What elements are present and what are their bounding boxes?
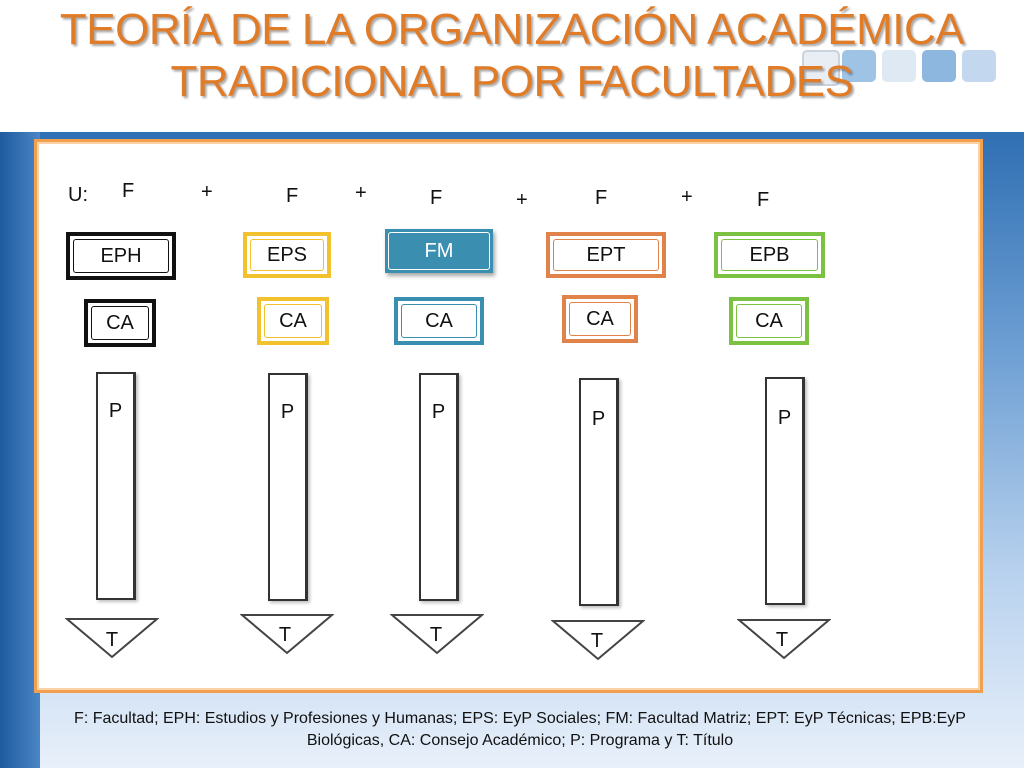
program-label: P [777,407,792,429]
council-box-epb: CA [729,297,809,345]
box-inner-frame [250,239,324,271]
slide-title-line2: TRADICIONAL POR FACULTADES [170,57,854,106]
legend-caption: F: Facultad; EPH: Estudios y Profesiones… [20,708,1020,752]
title-triangle-ept [551,620,645,661]
faculty-box-eps: EPS [243,232,331,278]
box-inner-frame [569,302,631,336]
deco-square [802,50,840,86]
deco-square [962,50,996,82]
faculty-box-fm: FM [385,229,493,273]
deco-square [882,50,916,82]
background-left-accent [0,132,40,768]
program-bar-fm: P [419,373,459,601]
faculty-name: EPS [266,243,308,266]
title-triangle-epb [737,619,831,660]
title-label: T [775,629,789,651]
slide-title: TEORÍA DE LA ORGANIZACIÓN ACADÉMICA TRAD… [0,4,1024,108]
program-label: P [280,401,295,423]
box-inner-frame [264,304,322,338]
faculty-box-eph: EPH [66,232,176,280]
legend-caption-line2: Biológicas, CA: Consejo Académico; P: Pr… [306,732,734,749]
box-inner-frame [91,306,149,340]
faculty-box-ept: EPT [546,232,666,278]
faculty-f-label: F [595,187,608,209]
legend-caption-line1: F: Facultad; EPH: Estudios y Profesiones… [74,710,966,727]
faculty-f-label: F [430,187,443,209]
box-inner-frame [73,239,169,273]
faculty-f-label: F [757,189,770,211]
box-inner-frame [553,239,659,271]
program-bar-epb: P [765,377,805,605]
faculty-name: EPT [586,243,626,266]
council-box-eps: CA [257,297,329,345]
faculty-name: EPH [100,244,142,267]
box-inner-frame [721,239,818,271]
council-label: CA [586,307,614,330]
faculty-box-epb: EPB [714,232,825,278]
plus-sign: + [516,189,528,211]
council-label: CA [755,309,783,332]
title-label: T [105,629,119,651]
title-label: T [278,624,292,646]
faculty-name: FM [424,239,454,262]
title-triangle-fm [390,614,484,655]
title-triangle-eps [240,614,334,655]
faculty-f-label: F [122,180,135,202]
program-label: P [431,401,446,423]
faculty-f-label: F [286,185,299,207]
box-inner-frame [401,304,477,338]
faculty-name: EPB [749,243,790,266]
council-label: CA [425,309,453,332]
program-label: P [108,400,123,422]
title-label: T [429,624,443,646]
program-bar-ept: P [579,378,619,606]
box-inner-frame [388,232,490,270]
program-bar-eph: P [96,372,136,600]
plus-sign: + [355,182,367,204]
council-box-fm: CA [394,297,484,345]
council-label: CA [279,309,307,332]
deco-square [922,50,956,82]
title-label: T [590,630,604,652]
university-label: U: [68,184,88,206]
diagram-panel [34,139,983,693]
deco-square [842,50,876,82]
council-label: CA [106,311,134,334]
slide-title-line1: TEORÍA DE LA ORGANIZACIÓN ACADÉMICA [59,5,965,54]
title-triangle-eph [65,618,159,659]
council-box-ept: CA [562,295,638,343]
program-bar-eps: P [268,373,308,601]
council-box-eph: CA [84,299,156,347]
plus-sign: + [201,181,213,203]
box-inner-frame [736,304,802,338]
plus-sign: + [681,186,693,208]
program-label: P [591,408,606,430]
